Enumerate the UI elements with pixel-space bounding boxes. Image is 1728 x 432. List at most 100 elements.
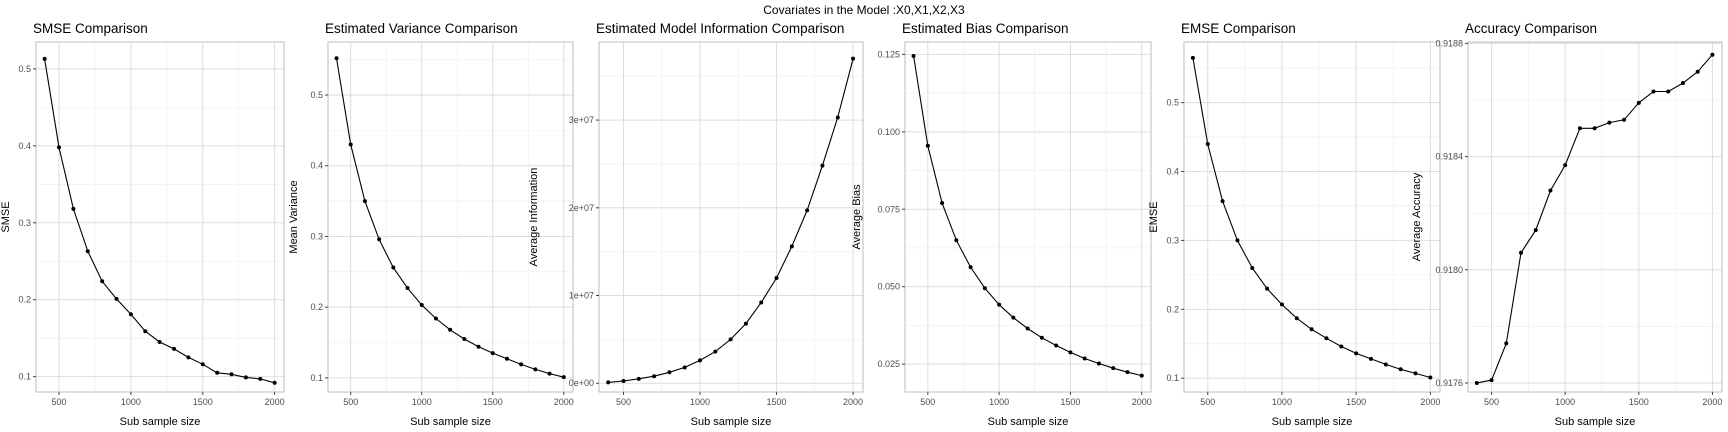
data-point [547, 371, 552, 376]
y-tick-label: 0.2 [18, 295, 31, 305]
data-point [462, 336, 467, 341]
x-tick-label: 2000 [265, 397, 285, 407]
chart-2: 500 1000 1500 2000 0.1 0.2 0.3 0.4 0.5 Estimated … [288, 21, 574, 428]
x-tick-label: 500 [1200, 397, 1215, 407]
data-point [621, 379, 626, 384]
data-point [405, 286, 410, 291]
y-tick-label: 0.025 [877, 359, 900, 369]
data-point [698, 358, 703, 363]
y-tick-label: 0.2 [310, 302, 323, 312]
data-point [1039, 335, 1044, 340]
plot-panel [599, 42, 863, 392]
data-point [1383, 362, 1388, 367]
y-tick-label: 0.3 [18, 218, 31, 228]
data-point [1190, 55, 1195, 60]
x-axis-label: Sub sample size [410, 416, 491, 428]
data-point [519, 362, 524, 367]
data-point [925, 143, 930, 148]
data-point [348, 142, 353, 147]
x-axis-label: Sub sample size [1555, 416, 1636, 428]
data-point [272, 380, 277, 385]
x-axis-label: Sub sample size [988, 416, 1069, 428]
data-point [1533, 228, 1538, 233]
y-axis-label: Average Bias [851, 184, 863, 250]
x-axis-label: Sub sample size [120, 416, 201, 428]
data-point [1504, 341, 1509, 346]
x-tick-label: 2000 [843, 397, 863, 407]
y-tick-label: 0.125 [877, 49, 900, 59]
data-point [71, 206, 76, 211]
data-point [1025, 326, 1030, 331]
plot-panel [1468, 42, 1722, 392]
plot-panel [1184, 42, 1440, 392]
data-point [1398, 367, 1403, 372]
data-point [1205, 141, 1210, 146]
y-tick-label: 0.9184 [1435, 152, 1463, 162]
data-point [419, 303, 424, 308]
data-point [1125, 370, 1130, 375]
data-point [1139, 373, 1144, 378]
data-point [1011, 315, 1016, 320]
y-tick-label: 0.100 [877, 127, 900, 137]
chart-3: 500 1000 1500 2000 0e+00 1e+07 2e+07 3e+07 Estim… [528, 21, 864, 428]
data-point [1710, 52, 1715, 57]
data-point [1096, 361, 1101, 366]
y-tick-label: 0.050 [877, 282, 900, 292]
x-tick-label: 1500 [1629, 397, 1649, 407]
y-axis-label: SMSE [0, 201, 12, 232]
data-point [42, 56, 47, 61]
x-tick-label: 1500 [767, 397, 787, 407]
chart-title: SMSE Comparison [33, 21, 148, 36]
data-point [954, 238, 959, 243]
y-axis-label: Mean Variance [288, 180, 300, 253]
data-point [1636, 100, 1641, 105]
data-point [835, 115, 840, 120]
data-point [667, 370, 672, 375]
y-tick-label: 0.9176 [1435, 378, 1463, 388]
data-point [334, 56, 339, 61]
data-point [1279, 302, 1284, 307]
data-point [682, 365, 687, 370]
data-point [243, 375, 248, 380]
data-point [391, 265, 396, 270]
y-tick-label: 0.1 [1166, 373, 1179, 383]
data-point [759, 300, 764, 305]
y-axis-label: EMSE [1148, 201, 1160, 232]
data-point [200, 362, 205, 367]
data-point [1054, 343, 1059, 348]
data-point [1474, 380, 1479, 385]
data-point [433, 316, 438, 321]
y-tick-label: 0.9188 [1435, 38, 1463, 48]
data-point [636, 376, 641, 381]
data-point [157, 340, 162, 344]
x-tick-label: 1000 [121, 397, 141, 407]
y-axis-label: Average Information [528, 168, 540, 267]
data-point [561, 375, 566, 380]
chart-title: EMSE Comparison [1181, 21, 1296, 36]
y-axis-label: Average Accuracy [1411, 172, 1423, 261]
data-point [504, 356, 509, 361]
y-tick-label: 0.5 [1166, 98, 1179, 108]
y-tick-label: 0.2 [1166, 304, 1179, 314]
data-point [940, 201, 945, 206]
data-point [476, 344, 481, 349]
y-tick-label: 0.5 [310, 90, 323, 100]
data-point [1265, 286, 1270, 291]
data-point [1548, 188, 1553, 193]
x-tick-label: 1500 [1060, 397, 1080, 407]
data-point [1577, 126, 1582, 131]
x-tick-label: 2000 [1702, 397, 1722, 407]
chart-title: Estimated Bias Comparison [902, 21, 1069, 36]
y-tick-label: 0.4 [1166, 167, 1179, 177]
data-point [377, 237, 382, 242]
y-tick-label: 0.4 [310, 161, 323, 171]
chart-title: Estimated Model Information Comparison [596, 21, 844, 36]
data-point [713, 349, 718, 354]
data-point [997, 302, 1002, 307]
chart-title: Estimated Variance Comparison [325, 21, 518, 36]
data-point [1413, 371, 1418, 376]
chart-4: 500 1000 1500 2000 0.025 0.050 0.075 0.100 0.125… [851, 21, 1152, 428]
data-point [789, 244, 794, 249]
plot-border [35, 41, 285, 393]
